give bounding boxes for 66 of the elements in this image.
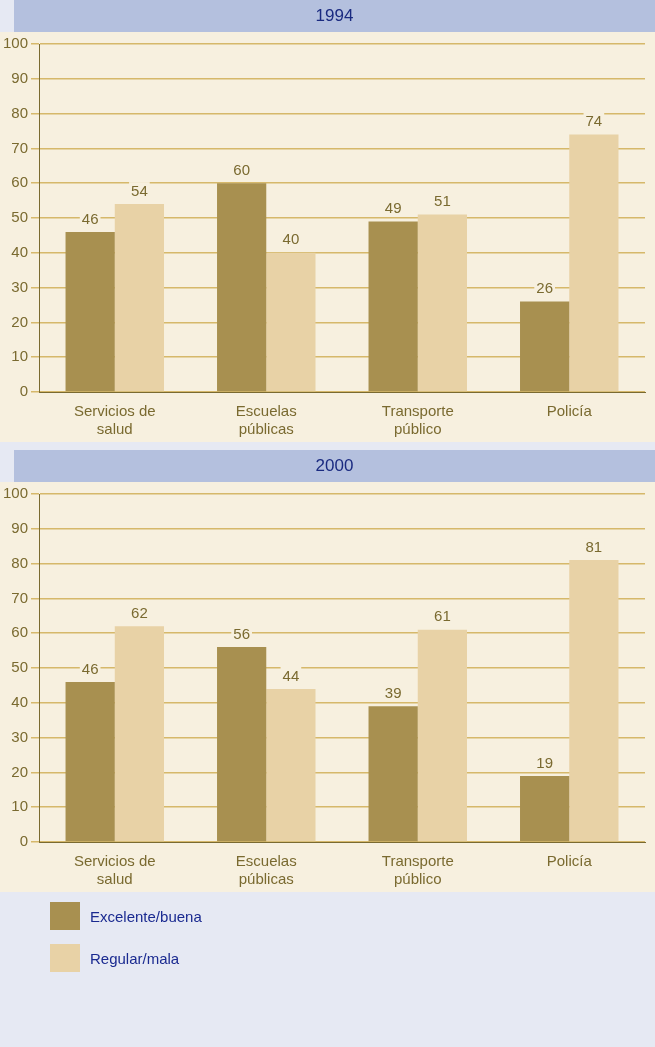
bar bbox=[368, 221, 418, 392]
x-tick-label: Servicios de salud bbox=[73, 852, 156, 888]
y-tick-label: 20 bbox=[11, 762, 29, 780]
data-label: 81 bbox=[585, 537, 603, 555]
y-tick-label: 30 bbox=[11, 277, 29, 295]
y-tick-label: 0 bbox=[19, 832, 29, 850]
data-label: 40 bbox=[282, 230, 300, 248]
y-tick-label: 70 bbox=[11, 588, 29, 606]
chart-title: 1994 bbox=[14, 0, 655, 32]
x-tick-label: Escuelas públicas bbox=[235, 852, 297, 888]
bar bbox=[368, 706, 418, 842]
data-label: 61 bbox=[434, 607, 451, 625]
data-label: 44 bbox=[282, 666, 300, 684]
x-tick-label: Policía bbox=[546, 852, 593, 870]
bar bbox=[217, 183, 267, 392]
chart-title: 2000 bbox=[14, 450, 655, 482]
bar bbox=[417, 629, 467, 842]
bar bbox=[569, 134, 619, 392]
data-label: 54 bbox=[131, 181, 148, 199]
bar bbox=[65, 681, 115, 842]
bar bbox=[520, 775, 570, 842]
legend-label: Regular/mala bbox=[90, 949, 180, 967]
bar bbox=[65, 231, 115, 392]
data-label: 74 bbox=[585, 112, 603, 130]
bar bbox=[520, 301, 570, 392]
y-tick-label: 90 bbox=[11, 68, 29, 86]
bar bbox=[417, 214, 467, 392]
x-tick-label: Servicios de salud bbox=[73, 402, 156, 438]
x-tick-label: Escuelas públicas bbox=[235, 402, 297, 438]
bar bbox=[266, 688, 316, 842]
y-tick-label: 0 bbox=[19, 382, 29, 400]
x-tick-label: Transporte público bbox=[381, 852, 454, 888]
y-tick-label: 50 bbox=[11, 208, 29, 226]
y-tick-label: 10 bbox=[11, 347, 29, 365]
bar bbox=[114, 626, 165, 842]
legend-label: Excelente/buena bbox=[90, 907, 202, 925]
data-label: 51 bbox=[434, 192, 451, 210]
bar bbox=[114, 204, 165, 392]
data-label: 46 bbox=[81, 659, 99, 677]
bar bbox=[266, 252, 316, 392]
y-tick-label: 10 bbox=[11, 797, 29, 815]
y-tick-label: 100 bbox=[3, 34, 29, 52]
data-label: 62 bbox=[131, 603, 148, 621]
y-tick-label: 40 bbox=[11, 242, 29, 260]
x-tick-label: Transporte público bbox=[381, 402, 454, 438]
data-label: 19 bbox=[536, 753, 553, 771]
y-tick-label: 80 bbox=[11, 553, 29, 571]
bar bbox=[217, 647, 267, 842]
y-tick-label: 40 bbox=[11, 692, 29, 710]
data-label: 60 bbox=[233, 160, 250, 178]
y-tick-label: 50 bbox=[11, 658, 29, 676]
y-tick-label: 80 bbox=[11, 103, 29, 121]
y-tick-label: 70 bbox=[11, 138, 29, 156]
y-tick-label: 60 bbox=[11, 623, 29, 641]
data-label: 49 bbox=[384, 199, 402, 217]
y-tick-label: 60 bbox=[11, 173, 29, 191]
bar bbox=[569, 560, 619, 842]
y-tick-label: 100 bbox=[3, 484, 29, 502]
data-label: 46 bbox=[81, 209, 99, 227]
x-tick-label: Policía bbox=[546, 402, 593, 420]
data-label: 39 bbox=[384, 683, 402, 701]
data-label: 56 bbox=[233, 624, 250, 642]
data-label: 26 bbox=[536, 279, 553, 297]
y-tick-label: 90 bbox=[11, 518, 29, 536]
y-tick-label: 30 bbox=[11, 727, 29, 745]
y-tick-label: 20 bbox=[11, 312, 29, 330]
